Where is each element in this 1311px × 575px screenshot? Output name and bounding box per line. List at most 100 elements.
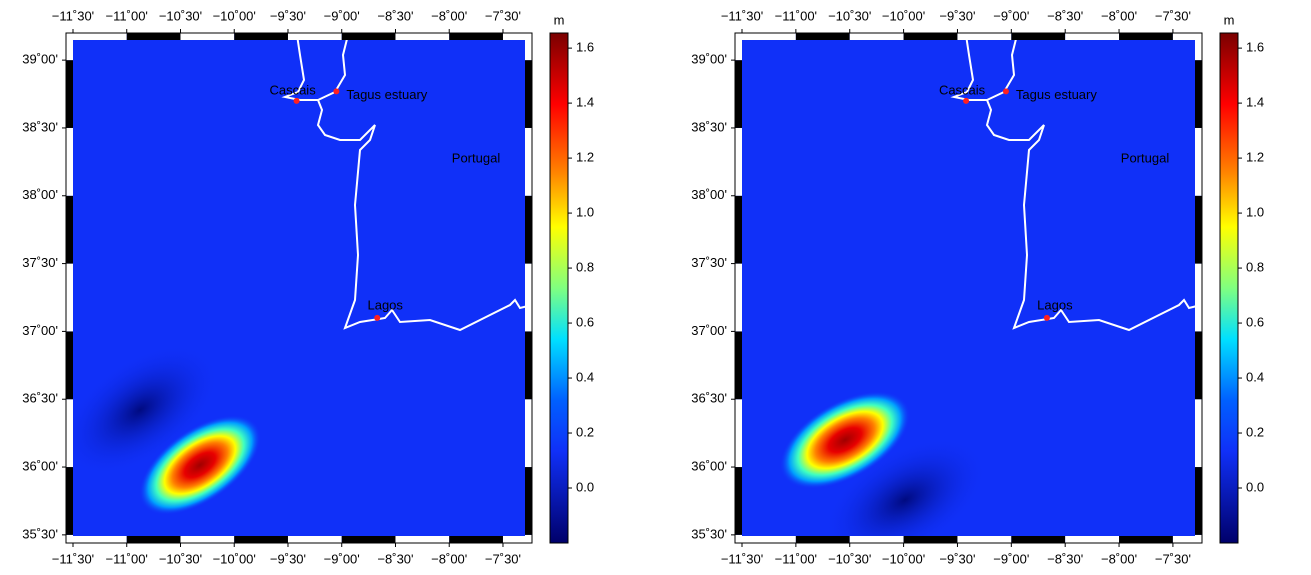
place-marker <box>374 314 381 321</box>
colorbar-tick-label: 0.2 <box>576 424 594 439</box>
frame-stripe <box>525 60 532 128</box>
frame-stripe <box>1065 33 1120 40</box>
x-tick-label: −7˚30' <box>485 551 521 566</box>
colorbar-tick-label: 0.8 <box>1246 260 1264 275</box>
frame-stripe <box>525 467 532 535</box>
frame-stripe <box>1172 536 1202 543</box>
frame-stripe <box>502 33 532 40</box>
frame-stripe <box>525 331 532 400</box>
x-tick-label: −7˚30' <box>1155 8 1191 23</box>
colorbar-tick-label: 1.0 <box>1246 205 1264 220</box>
x-tick-label: −8˚30' <box>1047 551 1083 566</box>
frame-stripe <box>1195 195 1202 264</box>
colorbar-tick-label: 1.4 <box>1246 95 1264 110</box>
colorbar-tick-label: 0.4 <box>1246 369 1264 384</box>
x-tick-label: −9˚00' <box>993 551 1029 566</box>
frame-stripe <box>72 33 127 40</box>
y-tick-label: 36˚30' <box>691 391 727 406</box>
x-tick-label: −8˚30' <box>377 551 413 566</box>
y-tick-label: 38˚30' <box>691 119 727 134</box>
frame-stripe <box>525 263 532 332</box>
frame-stripe <box>957 536 1012 543</box>
x-tick-label: −10˚00' <box>882 8 925 23</box>
frame-stripe <box>180 536 235 543</box>
frame-stripe <box>1195 33 1202 61</box>
colorbar-tick-label: 1.2 <box>576 150 594 165</box>
y-tick-label: 36˚00' <box>22 458 58 473</box>
frame-stripe <box>1195 127 1202 196</box>
frame-stripe <box>395 536 450 543</box>
y-tick-label: 35˚30' <box>22 526 58 541</box>
colorbar-unit: m <box>554 12 565 27</box>
frame-stripe <box>126 33 181 40</box>
x-tick-label: −10˚00' <box>213 551 256 566</box>
frame-stripe <box>525 534 532 543</box>
frame-stripe <box>72 536 127 543</box>
frame-stripe <box>1011 33 1066 40</box>
frame-stripe <box>287 33 342 40</box>
x-tick-label: −11˚00' <box>106 551 148 566</box>
x-tick-label: −8˚00' <box>1101 8 1137 23</box>
x-tick-label: −10˚00' <box>882 551 925 566</box>
frame-stripe <box>1195 399 1202 468</box>
frame-stripe <box>525 33 532 61</box>
wave-field <box>779 391 987 543</box>
x-tick-label: −7˚30' <box>485 8 521 23</box>
y-tick-label: 38˚30' <box>22 119 58 134</box>
x-tick-label: −11˚30' <box>52 8 94 23</box>
trough <box>66 344 220 476</box>
x-tick-label: −10˚00' <box>213 8 256 23</box>
place-marker <box>333 88 340 95</box>
coastline <box>317 34 349 101</box>
place-marker <box>963 97 970 104</box>
frame-stripe <box>1011 536 1066 543</box>
frame-stripe <box>742 33 796 40</box>
frame-stripe <box>742 536 796 543</box>
x-tick-label: −8˚30' <box>377 8 413 23</box>
frame-stripe <box>66 399 73 468</box>
frame-stripe <box>903 33 958 40</box>
frame-stripe <box>525 195 532 264</box>
x-tick-label: −9˚30' <box>939 551 975 566</box>
y-tick-label: 37˚30' <box>691 255 727 270</box>
wave-field <box>66 344 261 515</box>
x-tick-label: −8˚00' <box>1101 551 1137 566</box>
frame-stripe <box>735 399 742 468</box>
region-label: Portugal <box>452 150 501 165</box>
colorbar-tick-label: 0.8 <box>576 260 594 275</box>
region-label: Portugal <box>1121 150 1170 165</box>
x-tick-label: −9˚30' <box>270 551 306 566</box>
colorbar-tick-label: 1.6 <box>1246 40 1264 55</box>
frame-stripe <box>525 399 532 468</box>
x-tick-label: −11˚00' <box>106 8 148 23</box>
x-tick-label: −8˚00' <box>431 551 467 566</box>
y-tick-label: 38˚00' <box>22 187 58 202</box>
frame-stripe <box>126 536 181 543</box>
x-tick-label: −11˚00' <box>775 551 817 566</box>
frame-stripe <box>341 536 396 543</box>
x-tick-label: −11˚30' <box>721 551 763 566</box>
place-label: Lagos <box>1037 297 1073 312</box>
y-tick-label: 39˚00' <box>22 52 58 67</box>
frame-stripe <box>1195 263 1202 332</box>
x-tick-label: −11˚30' <box>721 8 763 23</box>
frame-stripe <box>849 536 904 543</box>
coastline <box>986 34 1018 101</box>
y-tick-label: 36˚00' <box>691 458 727 473</box>
x-tick-label: −7˚30' <box>1155 551 1191 566</box>
x-tick-label: −10˚30' <box>159 8 202 23</box>
wave-crest <box>139 415 261 515</box>
wave-crest <box>779 391 911 489</box>
frame-stripe <box>1195 534 1202 543</box>
frame-stripe <box>1195 60 1202 128</box>
colorbar-tick-label: 0.0 <box>1246 479 1264 494</box>
frame-stripe <box>1172 33 1202 40</box>
frame-stripe <box>287 536 342 543</box>
frame-stripe <box>795 33 850 40</box>
frame-stripe <box>903 536 958 543</box>
y-tick-label: 36˚30' <box>22 391 58 406</box>
colorbar <box>1219 32 1239 544</box>
colorbar-unit: m <box>1224 12 1235 27</box>
